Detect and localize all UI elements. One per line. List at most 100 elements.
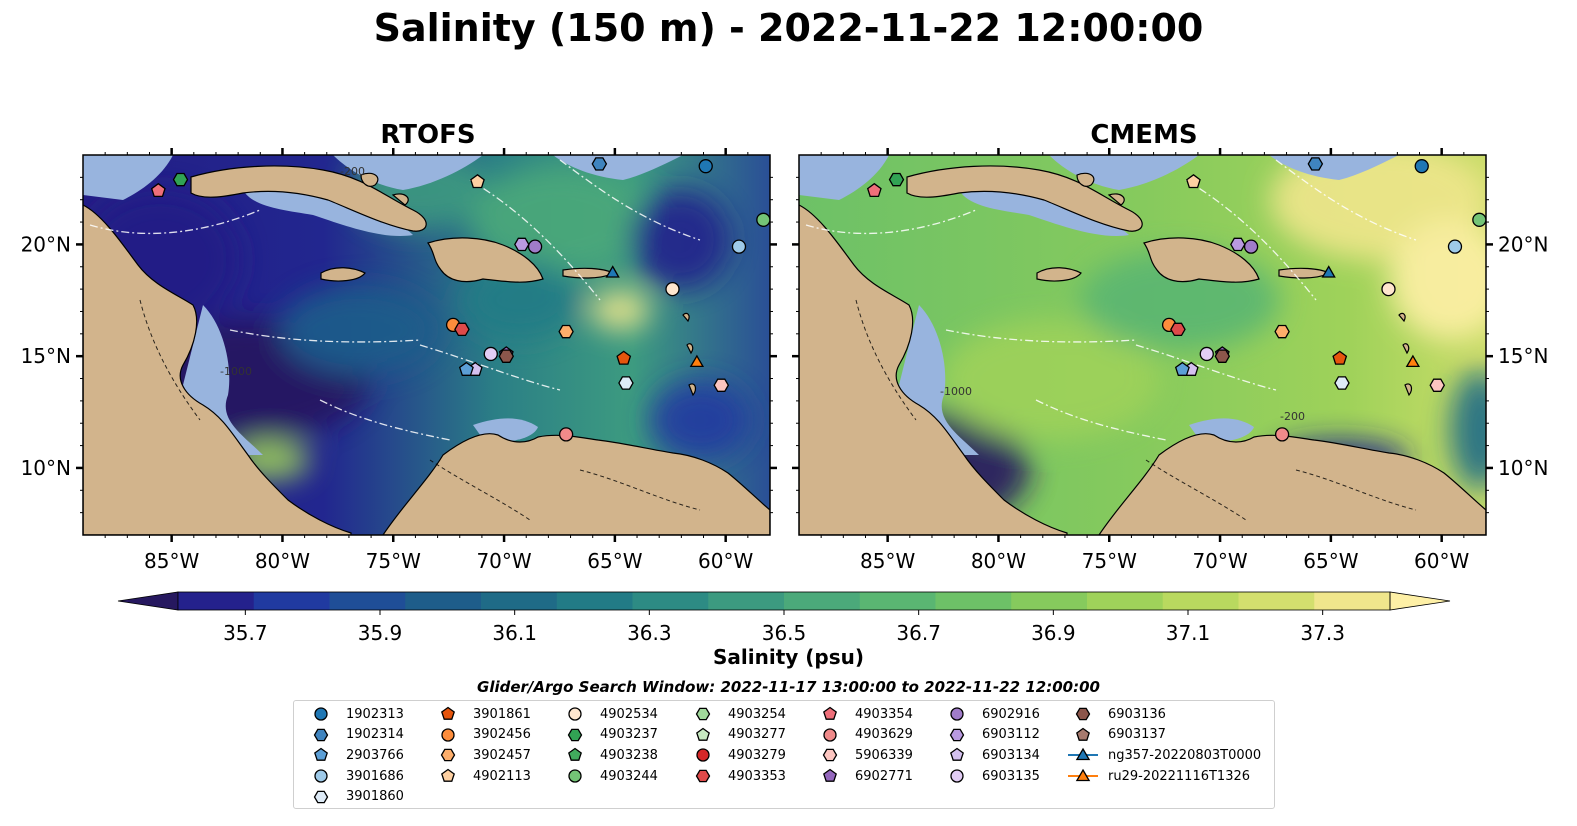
panel-title-cmems: CMEMS [1090,120,1198,150]
legend-pentagon-icon [696,727,710,741]
legend-marker-icon [696,748,710,763]
legend-item-label: 6903136 [1108,706,1166,722]
legend-item-label: 2903766 [346,747,404,763]
legend-item: 6903136 [1066,705,1166,723]
float-marker-1902314 [591,157,608,171]
lat-tick-label: 15°N [21,344,71,368]
legend-item-label: 3902456 [473,727,531,743]
legend-circle-icon [568,707,582,721]
legend-marker-icon [313,728,329,741]
legend-item-label: 4903254 [728,706,786,722]
legend-marker-icon [1076,727,1090,741]
legend-item-label: ru29-20221116T1326 [1108,768,1251,784]
float-marker-4903353 [454,322,470,337]
legend-marker-icon [950,769,964,783]
legend-hexagon-icon [440,749,456,762]
float-marker-2903766 [458,361,474,376]
lon-tick-label: 70°W [476,549,531,573]
legend-item: 4903277 [686,726,786,744]
legend-marker-icon [440,749,456,762]
legend-hexagon-icon [695,707,711,721]
legend-marker-icon [441,768,455,782]
colorbar-segment [1162,592,1239,610]
lon-tick-label: 65°W [587,549,642,573]
float-marker-4903354 [866,182,882,198]
legend-hexagon-icon [695,769,711,783]
svg-text:-200: -200 [340,165,365,178]
legend-item-label: 4902534 [600,706,658,722]
legend-circle-icon [314,769,328,783]
legend-item: 4903238 [558,746,658,764]
legend-circle-icon [568,769,582,783]
legend-marker-icon [823,728,837,742]
lat-tick-label: 20°N [21,232,71,256]
lon-tick-label: 70°W [1192,549,1247,573]
legend-triangle-icon [1075,748,1091,761]
float-marker-6903112 [1230,237,1246,252]
colorbar-extend-low [117,591,179,611]
lon-tick-label: 85°W [860,549,915,573]
float-marker-4903629 [1274,427,1290,442]
legend-circle-icon [950,769,964,783]
float-marker-3901686 [731,239,747,254]
float-marker-6902916 [527,239,543,254]
colorbar-tick-label: 37.1 [1166,621,1211,645]
legend-item-label: 6903112 [982,727,1040,743]
lon-tick-label: 60°W [698,549,753,573]
legend-item: ru29-20221116T1326 [1066,767,1250,785]
colorbar-segment [1238,592,1315,610]
lon-tick-label: 65°W [1303,549,1358,573]
legend-item-label: 6902916 [982,706,1040,722]
legend-item: 4903279 [686,746,786,764]
legend-item-label: 4903354 [855,706,913,722]
legend-item-label: 3901860 [346,789,404,805]
legend-item-label: 5906339 [855,747,913,763]
colorbar-tick-label: 36.1 [492,621,537,645]
legend-marker-icon [567,728,583,741]
float-marker-1902314 [1307,157,1324,171]
legend-pentagon-icon [568,748,582,762]
legend-marker-icon [441,706,455,720]
float-marker-ng357-20220803T0000 [605,265,620,278]
colorbar-segment [1087,592,1164,610]
legend-item-label: 4903629 [855,727,913,743]
colorbar-label: Salinity (psu) [712,645,864,669]
lat-tick-label: 10°N [1498,456,1548,480]
colorbar-tick-label: 36.3 [627,621,672,645]
colorbar-segment [405,592,482,610]
legend-pentagon-icon [314,748,328,762]
legend-marker-icon [568,707,582,721]
float-marker-3902457 [558,324,574,339]
float-marker-6903135 [1199,346,1214,362]
float-marker-5906339 [1429,378,1446,392]
float-marker-4903629 [558,427,574,442]
legend-marker-icon [950,707,964,721]
lat-tick-label: 15°N [1498,344,1548,368]
colorbar-segment [178,592,255,610]
float-marker-4902113 [1186,173,1201,189]
legend-item: 3902456 [431,726,531,744]
float-marker-6903136 [1214,349,1231,363]
legend-item-label: 4902113 [473,768,531,784]
colorbar-tick-label: 36.7 [896,621,941,645]
float-markers [150,157,1487,442]
legend-item: 1902313 [304,705,404,723]
axis-ticks: 85°W 80°W 75°W 70°W 65°W 60°W 10°N 15°N 20°N 85°W… [21,148,1548,573]
colorbar-segment [784,592,861,610]
colorbar-tick-label: 35.9 [358,621,403,645]
cmems-map: -1000 -200 [798,154,1487,536]
legend-marker-icon [1075,707,1091,721]
float-marker-6903112 [514,237,530,252]
colorbar: 35.7 35.9 36.1 36.3 36.5 36.7 36.9 37.1 37.3 [117,591,1451,645]
legend-item: 6902916 [940,705,1040,723]
colorbar-segment [1011,592,1088,610]
legend-item: 5906339 [813,746,913,764]
float-marker-1902313 [1414,159,1429,174]
legend-marker-icon [314,748,328,762]
lon-tick-label: 75°W [1082,549,1137,573]
legend-item: 3901686 [304,767,404,785]
legend-item-label: 4903353 [728,768,786,784]
legend-item-label: ng357-20220803T0000 [1108,747,1262,763]
legend-item: 4902534 [558,705,658,723]
legend-item-label: 3902457 [473,747,531,763]
